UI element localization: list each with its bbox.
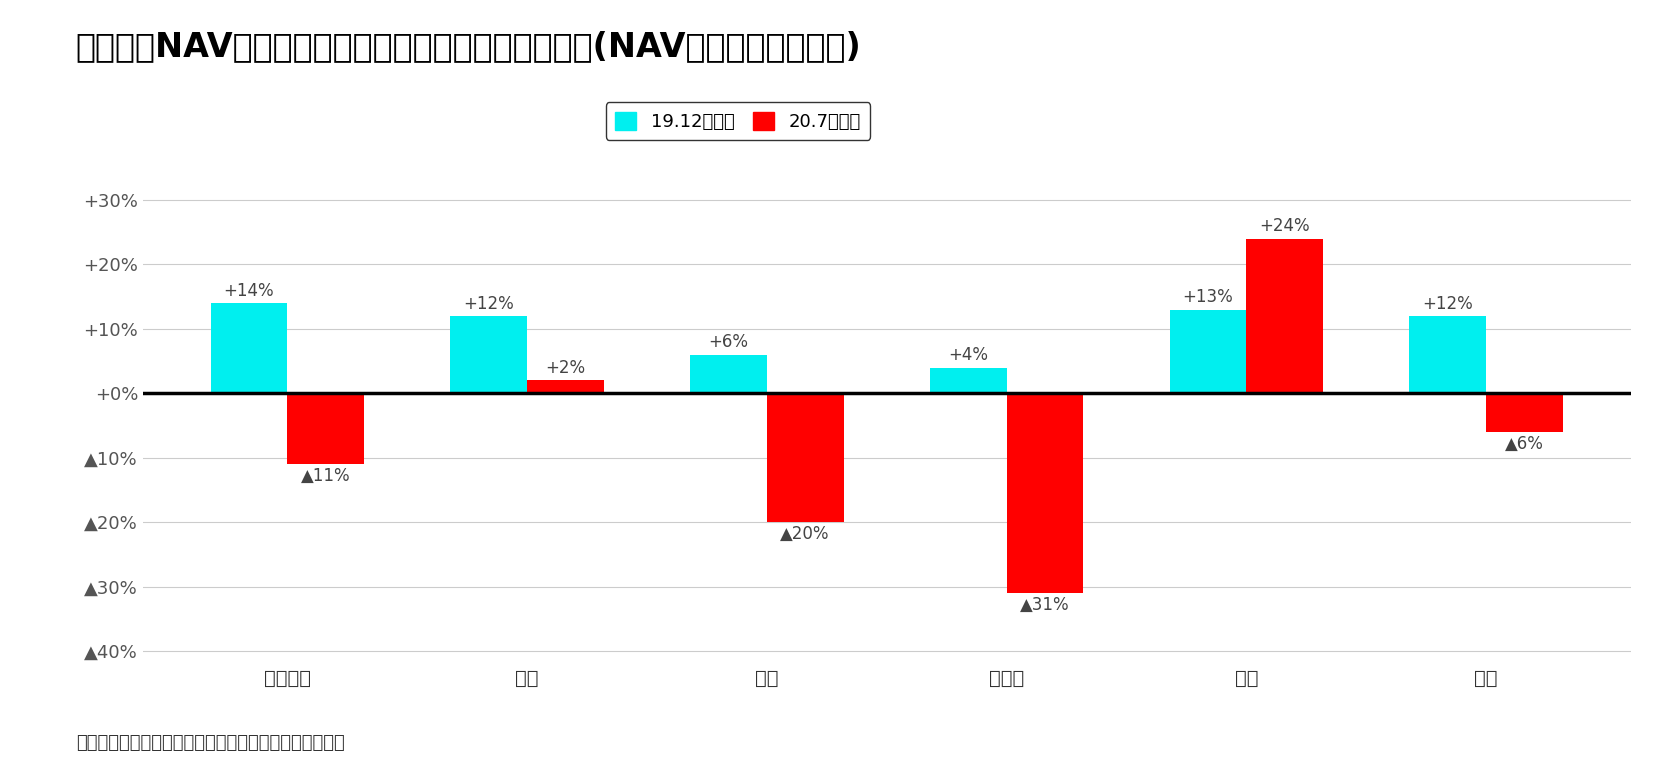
Bar xyxy=(929,368,1006,393)
Bar xyxy=(1245,239,1322,393)
Text: +2%: +2% xyxy=(544,359,585,377)
Bar xyxy=(210,303,287,393)
Bar xyxy=(690,355,766,393)
Bar xyxy=(1169,310,1245,393)
Bar xyxy=(450,316,528,393)
Text: +12%: +12% xyxy=(464,295,514,313)
Text: ▲11%: ▲11% xyxy=(301,468,349,485)
Text: （出所）開示データをもとにニッセイ基礎研究所が作成: （出所）開示データをもとにニッセイ基礎研究所が作成 xyxy=(76,733,344,752)
Bar xyxy=(1408,316,1485,393)
Text: +6%: +6% xyxy=(707,333,748,352)
Legend: 19.12末時点, 20.7末時点: 19.12末時点, 20.7末時点 xyxy=(605,102,870,140)
Text: +13%: +13% xyxy=(1183,288,1233,306)
Text: +4%: +4% xyxy=(948,346,988,364)
Bar xyxy=(766,393,843,522)
Bar xyxy=(1006,393,1082,593)
Text: ▲6%: ▲6% xyxy=(1504,435,1544,453)
Bar xyxy=(1485,393,1562,432)
Text: +24%: +24% xyxy=(1258,217,1309,236)
Text: +14%: +14% xyxy=(223,282,274,300)
Text: +12%: +12% xyxy=(1421,295,1472,313)
Text: ▲20%: ▲20% xyxy=(780,526,830,543)
Text: 図表３：NAV倍率が示唆する将来の不動産価格騰落率(NAV倍率＝１倍を前提): 図表３：NAV倍率が示唆する将来の不動産価格騰落率(NAV倍率＝１倍を前提) xyxy=(76,31,860,63)
Bar xyxy=(287,393,365,464)
Text: ▲31%: ▲31% xyxy=(1020,596,1068,614)
Bar xyxy=(528,381,603,393)
